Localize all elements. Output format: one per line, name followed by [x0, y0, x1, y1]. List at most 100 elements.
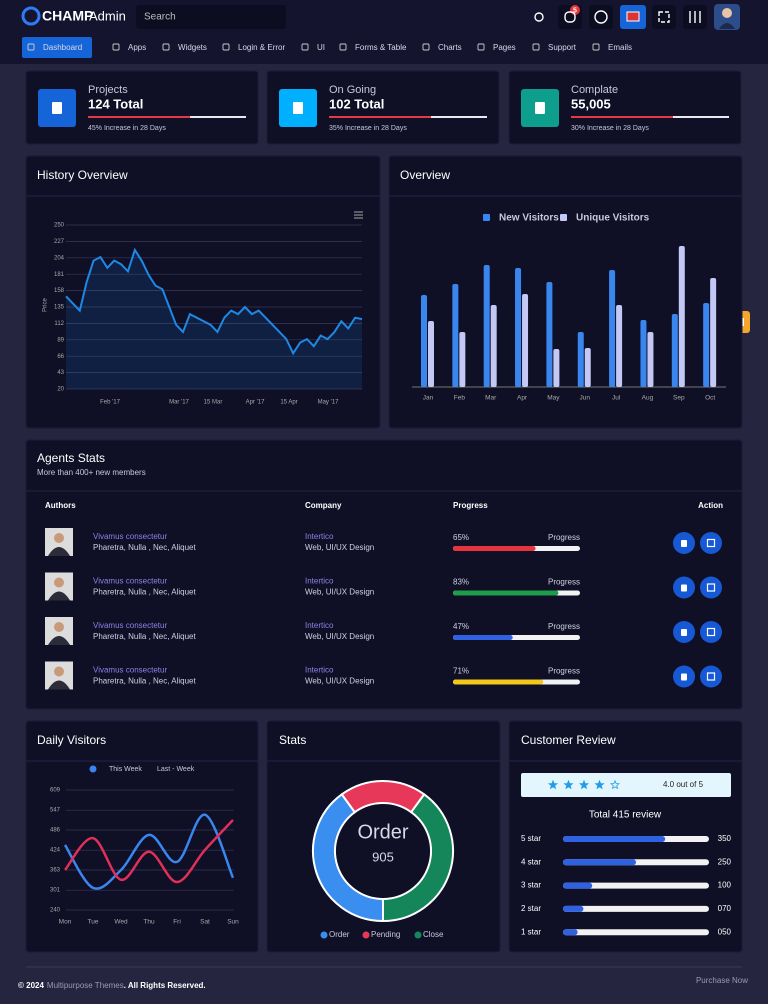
agent-body: [48, 680, 70, 690]
agent-tags: Pharetra, Nulla , Nec, Aliquet: [93, 588, 196, 597]
column-header: Company: [305, 501, 342, 510]
agent-tags: Pharetra, Nulla , Nec, Aliquet: [93, 677, 196, 686]
line-series: [64, 819, 234, 884]
agent-face: [54, 533, 64, 543]
progress-text: Progress: [548, 667, 580, 676]
chat-button[interactable]: [589, 5, 613, 29]
rating-box: [521, 773, 731, 797]
bar: [452, 284, 459, 387]
agent-name[interactable]: Vivamus consectetur: [93, 532, 167, 541]
x-tick-label: 15 Apr: [280, 400, 297, 406]
progress-bar: [453, 590, 559, 596]
nav-item[interactable]: Forms & Table: [355, 43, 407, 52]
search-box[interactable]: [136, 5, 286, 29]
nav-item[interactable]: Pages: [493, 43, 516, 52]
edit-button[interactable]: [700, 576, 722, 599]
legend-swatch: [483, 214, 490, 221]
edit-button[interactable]: [700, 621, 722, 643]
nav-item[interactable]: Emails: [608, 43, 632, 52]
nav-icon: [592, 43, 600, 51]
nav-icon: [301, 43, 309, 51]
bar: [703, 303, 710, 387]
nav-item[interactable]: Charts: [438, 43, 462, 52]
x-tick-label: Feb: [454, 395, 466, 402]
y-tick-label: 204: [54, 255, 65, 261]
card-title: Daily Visitors: [37, 733, 106, 747]
review-value: 100: [718, 881, 732, 890]
stat-bar: [329, 116, 431, 118]
stat-card: [508, 70, 742, 145]
agent-face: [54, 577, 64, 588]
bar: [678, 246, 685, 387]
avatar-face: [722, 8, 732, 18]
x-tick-label: Oct: [705, 395, 715, 402]
agent-body: [48, 636, 70, 645]
logo-icon: [21, 6, 41, 26]
y-tick-label: 301: [50, 888, 61, 894]
bell-icon: [564, 11, 576, 23]
y-tick-label: 158: [54, 288, 65, 294]
nav-icon: [27, 43, 35, 51]
y-tick-label: 181: [54, 272, 65, 278]
progress-bar: [453, 635, 513, 640]
legend-dot: [89, 765, 97, 773]
nav-icon: [532, 43, 540, 51]
theme-toggle[interactable]: [534, 12, 544, 22]
y-tick-label: 240: [50, 908, 61, 914]
review-bar: [563, 859, 636, 866]
card-title: Agents Stats: [37, 451, 105, 465]
footer-link[interactable]: Purchase Now: [696, 976, 748, 985]
nav-item[interactable]: UI: [317, 43, 325, 52]
bar: [459, 332, 466, 387]
delete-icon: [681, 584, 687, 592]
nav-active[interactable]: [22, 37, 92, 58]
review-label: 2 star: [521, 904, 541, 913]
stat-bar: [88, 116, 190, 118]
nav-item[interactable]: Login & Error: [238, 43, 285, 52]
agents-card: [25, 439, 743, 710]
agent-face: [54, 666, 64, 677]
card-title: Customer Review: [521, 733, 616, 747]
bar: [553, 349, 560, 387]
agent-skills: Web, UI/UX Design: [305, 632, 374, 641]
legend-dot: [414, 931, 422, 939]
fullscreen-button[interactable]: [652, 5, 676, 29]
agent-name[interactable]: Vivamus consectetur: [93, 577, 167, 586]
line-area: [66, 249, 362, 389]
stat-glyph: [535, 102, 545, 114]
y-tick-label: 66: [57, 354, 64, 360]
legend-dot: [362, 931, 370, 939]
edit-icon: [706, 672, 716, 681]
stat-label: Projects: [88, 84, 128, 96]
edit-button[interactable]: [700, 665, 722, 688]
line-series: [63, 813, 235, 890]
review-value: 250: [718, 857, 732, 866]
donut-segment: [382, 792, 454, 923]
x-tick-label: May: [547, 395, 560, 402]
progress-label: 71%: [453, 667, 469, 676]
y-tick-label: 20: [57, 387, 64, 393]
agent-name[interactable]: Vivamus consectetur: [93, 621, 167, 630]
review-bar: [563, 905, 584, 912]
legend-label: Unique Visitors: [576, 213, 650, 224]
nav-item[interactable]: Apps: [128, 43, 146, 52]
agent-skills: Web, UI/UX Design: [305, 677, 374, 686]
stats-card: [266, 720, 501, 953]
nav-item[interactable]: Dashboard: [43, 43, 82, 52]
stat-glyph: [52, 102, 62, 114]
x-tick-label: Apr: [517, 395, 528, 402]
agent-name[interactable]: Vivamus consectetur: [93, 666, 167, 675]
rating-star: [578, 779, 590, 790]
column-header: Authors: [45, 501, 76, 510]
nav-icon: [422, 43, 430, 51]
nav-item[interactable]: Widgets: [178, 43, 207, 52]
progress-label: 65%: [453, 533, 469, 542]
agent-tags: Pharetra, Nulla , Nec, Aliquet: [93, 632, 196, 641]
nav-item[interactable]: Support: [548, 43, 577, 52]
edit-button[interactable]: [700, 532, 722, 554]
rating-star: [609, 779, 621, 790]
x-tick-label: Mon: [59, 919, 72, 926]
y-tick-label: 89: [57, 337, 64, 343]
progress-text: Progress: [548, 622, 580, 631]
legend-label: Pending: [371, 930, 400, 939]
